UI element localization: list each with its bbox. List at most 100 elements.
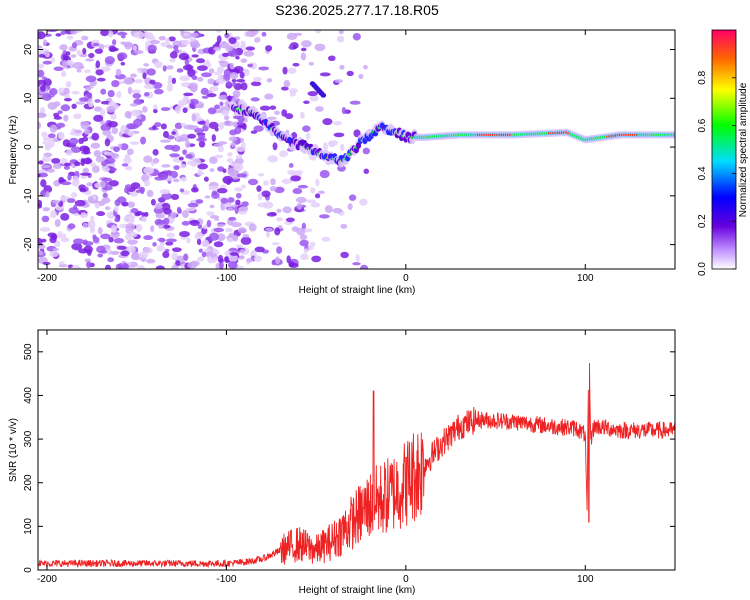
spectrogram-noise-blob [169, 153, 180, 158]
spectrogram-noise-blob [189, 36, 196, 42]
spectrogram-noise-blob [177, 208, 182, 214]
spectrogram-noise-blob [134, 49, 144, 55]
spectrogram-noise-blob [171, 77, 177, 84]
spectrogram-noise-blob [143, 31, 150, 39]
spectrogram-noise-blob [39, 227, 51, 232]
spectrogram-noise-blob [51, 199, 61, 204]
spectrogram-noise-blob [142, 106, 148, 113]
spectrogram-noise-blob [216, 187, 228, 194]
spectrogram-noise-blob [60, 30, 66, 36]
spectrogram-noise-blob [191, 54, 199, 58]
spectrogram-noise-blob [188, 98, 199, 105]
spectrogram-noise-blob [276, 217, 283, 222]
spectrogram-noise-blob [70, 146, 82, 153]
spectrogram-noise-blob [286, 32, 298, 41]
spectrogram-noise-blob [275, 256, 281, 265]
spectrogram-noise-blob [71, 42, 78, 49]
spectrogram-noise-blob [190, 41, 201, 49]
spectrogram-noise-blob [309, 241, 316, 248]
spectrogram-noise-blob [213, 46, 222, 51]
spectrogram-noise-blob [207, 107, 217, 115]
spectrogram-noise-blob [181, 210, 189, 218]
spectrogram-noise-blob [235, 146, 246, 152]
spectrogram-noise-blob [166, 135, 175, 140]
spectrogram-noise-blob [299, 111, 305, 119]
spectrogram-y-tick-label: 10 [23, 92, 34, 104]
snr-y-label: SNR (10 * v/v) [8, 418, 19, 482]
spectrogram-noise-blob [60, 104, 71, 112]
spectrogram-noise-blob [196, 170, 205, 176]
spectrogram-noise-blob [172, 178, 180, 183]
spectrogram-noise-blob [162, 130, 169, 139]
spectrogram-noise-blob [103, 151, 113, 156]
snr-x-tick-label: -200 [37, 574, 57, 585]
spectrogram-noise-blob [101, 177, 112, 182]
spectrogram-noise-blob [363, 168, 370, 175]
spectrogram-noise-blob [228, 254, 238, 263]
spectrogram-noise-blob [201, 95, 209, 99]
spectrogram-noise-blob [295, 196, 307, 204]
spectrogram-noise-blob [87, 220, 96, 229]
spectrogram-noise-blob [166, 83, 173, 92]
colorbar-tick-label: 0.8 [697, 70, 708, 84]
spectrogram-noise-blob [53, 240, 61, 248]
spectrogram-noise-blob [83, 128, 90, 135]
spectrogram-noise-blob [173, 44, 179, 51]
spectrogram-noise-blob [135, 189, 142, 194]
spectrogram-noise-blob [314, 43, 326, 52]
spectrogram-noise-blob [47, 133, 56, 139]
spectrogram-noise-blob [144, 179, 151, 187]
spectrogram-noise-blob [124, 187, 130, 194]
spectrogram-noise-blob [92, 42, 100, 47]
spectrogram-noise-blob [235, 199, 241, 206]
spectrogram-noise-blob [216, 35, 222, 44]
spectrogram-noise-blob [328, 55, 336, 62]
spectrogram-noise-blob [217, 145, 224, 153]
spectrogram-noise-blob [124, 165, 133, 171]
spectrogram-noise-blob [102, 192, 108, 199]
spectrogram-noise-blob [109, 250, 120, 255]
spectrogram-noise-blob [292, 62, 300, 67]
spectrogram-noise-blob [154, 205, 163, 210]
spectrogram-noise-blob [42, 155, 47, 162]
spectrogram-noise-blob [265, 231, 271, 238]
spectrogram-noise-blob [319, 214, 330, 219]
spectrogram-noise-blob [144, 92, 150, 97]
spectrogram-noise-blob [63, 165, 71, 170]
spectrogram-noise-blob [150, 198, 156, 206]
spectrogram-noise-blob [169, 51, 178, 59]
spectrogram-noise-blob [183, 253, 189, 261]
spectrogram-noise-blob [215, 30, 223, 33]
spectrogram-noise-blob [340, 223, 348, 229]
spectrogram-noise-blob [115, 263, 123, 269]
spectrogram-noise-blob [187, 202, 199, 208]
spectrogram-noise-blob [50, 210, 57, 219]
spectrogram-noise-blob [94, 182, 101, 188]
spectrogram-noise-blob [154, 61, 163, 69]
spectrogram-noise-blob [127, 261, 133, 266]
spectrogram-noise-blob [82, 222, 88, 229]
spectrogram-noise-blob [191, 187, 199, 193]
spectrogram-noise-blob [339, 143, 345, 152]
spectrogram-noise-blob [143, 83, 155, 90]
spectrogram-noise-blob [240, 236, 252, 245]
spectrogram-noise-blob [42, 39, 48, 46]
spectrogram-noise-blob [143, 155, 153, 163]
spectrogram-noise-blob [71, 265, 81, 269]
spectrogram-noise-blob [159, 189, 171, 195]
spectrogram-noise-blob [289, 90, 296, 97]
spectrogram-noise-blob [250, 97, 260, 102]
spectrogram-noise-blob [80, 121, 90, 130]
spectrogram-noise-blob [161, 192, 173, 200]
spectrogram-noise-blob [319, 72, 331, 77]
spectrogram-noise-blob [232, 115, 241, 120]
spectrogram-noise-blob [214, 104, 221, 110]
spectrogram-noise-blob [166, 44, 174, 49]
spectrogram-x-label: Height of straight line (km) [299, 285, 416, 296]
spectrogram-noise-blob [281, 109, 288, 117]
spectrogram-noise-blob [127, 239, 138, 245]
spectrogram-noise-blob [178, 156, 184, 161]
spectrogram-noise-blob [240, 40, 246, 48]
spectrogram-x-tick-label: -100 [216, 273, 236, 284]
